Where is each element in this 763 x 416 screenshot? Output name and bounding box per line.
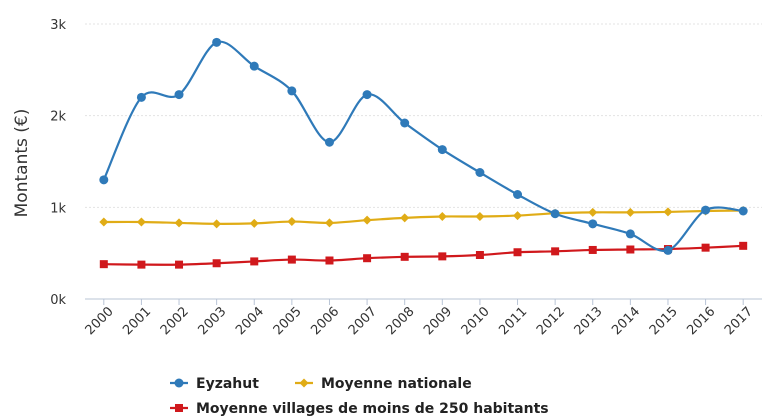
legend-marker: [174, 378, 184, 388]
data-point: [438, 252, 447, 261]
y-tick-label: 2k: [50, 110, 66, 125]
data-point: [99, 260, 108, 269]
data-point: [99, 217, 109, 227]
series-line: [102, 40, 744, 253]
x-tick-label: 2011: [496, 304, 530, 338]
x-tick-label: 2008: [384, 304, 418, 338]
data-point: [136, 217, 146, 227]
x-tick-label: 2009: [421, 304, 455, 338]
x-tick-label: 2015: [647, 304, 681, 338]
data-point: [362, 215, 372, 225]
series-moyenne-nationale: [99, 206, 748, 229]
data-point: [588, 245, 597, 254]
data-point: [588, 207, 598, 217]
series-eyzahut: [99, 37, 748, 255]
y-tick-label: 1k: [50, 201, 66, 216]
data-point: [663, 207, 673, 217]
data-point: [137, 260, 146, 269]
data-point: [437, 212, 447, 221]
x-tick-label: 2010: [459, 304, 493, 338]
data-point: [174, 218, 184, 228]
data-point: [550, 209, 560, 219]
data-point: [701, 205, 711, 215]
x-tick-label: 2012: [534, 304, 568, 338]
data-point: [513, 211, 523, 221]
data-point: [362, 90, 372, 100]
x-tick-label: 2007: [346, 304, 380, 338]
data-point: [212, 259, 221, 268]
series-line: [103, 244, 744, 266]
data-point: [174, 90, 184, 100]
data-point: [475, 251, 484, 259]
data-point: [738, 206, 748, 216]
data-point: [625, 229, 635, 239]
x-tick-label: 2001: [120, 304, 154, 338]
data-point: [588, 219, 598, 229]
data-point: [701, 243, 710, 252]
x-tick-label: 2013: [572, 304, 606, 338]
data-point: [400, 252, 409, 261]
x-tick-label: 2014: [609, 304, 643, 338]
x-tick-label: 2005: [271, 304, 305, 338]
data-point: [249, 218, 259, 228]
x-tick-label: 2017: [722, 304, 756, 338]
x-tick-label: 2003: [195, 304, 229, 338]
data-point: [212, 219, 222, 229]
data-point: [626, 245, 635, 254]
legend[interactable]: Eyzahut Moyenne nationale Moyenne villages…: [170, 376, 549, 416]
data-point: [325, 256, 334, 265]
legend-item-eyzahut[interactable]: Eyzahut: [170, 376, 259, 392]
data-point: [324, 137, 334, 147]
legend-item-moyenne-villages-de-moins-de-250-habitants[interactable]: Moyenne villages de moins de 250 habitan…: [170, 401, 549, 416]
series-moyenne-villages-de-moins-de-250-habitants: [99, 241, 748, 269]
x-tick-label: 2016: [684, 304, 718, 338]
data-point: [475, 212, 485, 221]
data-point: [287, 255, 296, 264]
data-point: [99, 175, 109, 185]
y-axis: 0k 1k 2k 3k: [50, 18, 66, 308]
series-group: [99, 37, 748, 269]
data-point: [287, 86, 297, 96]
data-point: [363, 254, 372, 263]
legend-item-moyenne-nationale[interactable]: Moyenne nationale: [295, 376, 472, 392]
data-point: [249, 61, 259, 71]
x-tick-label: 2004: [233, 304, 267, 338]
legend-label: Moyenne villages de moins de 250 habitan…: [196, 401, 549, 416]
data-point: [400, 213, 410, 223]
data-point: [287, 217, 297, 227]
y-tick-label: 0k: [50, 293, 66, 308]
x-tick-label: 2000: [83, 304, 117, 338]
y-axis-title: Montants (€): [12, 109, 32, 218]
data-point: [551, 247, 560, 256]
data-point: [400, 118, 410, 128]
data-point: [625, 207, 635, 217]
data-point: [324, 218, 334, 228]
legend-label: Moyenne nationale: [321, 376, 472, 392]
data-point: [739, 241, 748, 250]
grid-lines: [85, 23, 762, 300]
legend-marker: [175, 404, 183, 412]
x-axis: 2000 2001 2002 2003 2004 2005 2006 2007 2008 2009…: [83, 299, 756, 338]
data-point: [136, 92, 146, 102]
data-point: [513, 190, 523, 199]
data-point: [250, 257, 259, 266]
data-point: [663, 245, 673, 255]
legend-label: Eyzahut: [196, 376, 259, 392]
data-point: [175, 260, 184, 269]
data-point: [475, 168, 485, 177]
x-tick-label: 2002: [158, 304, 192, 338]
x-tick-label: 2006: [308, 304, 342, 338]
legend-marker: [299, 378, 309, 388]
data-point: [212, 37, 222, 47]
y-tick-label: 3k: [50, 18, 66, 33]
series-line: [103, 209, 744, 225]
data-point: [437, 145, 447, 155]
data-point: [513, 248, 522, 257]
